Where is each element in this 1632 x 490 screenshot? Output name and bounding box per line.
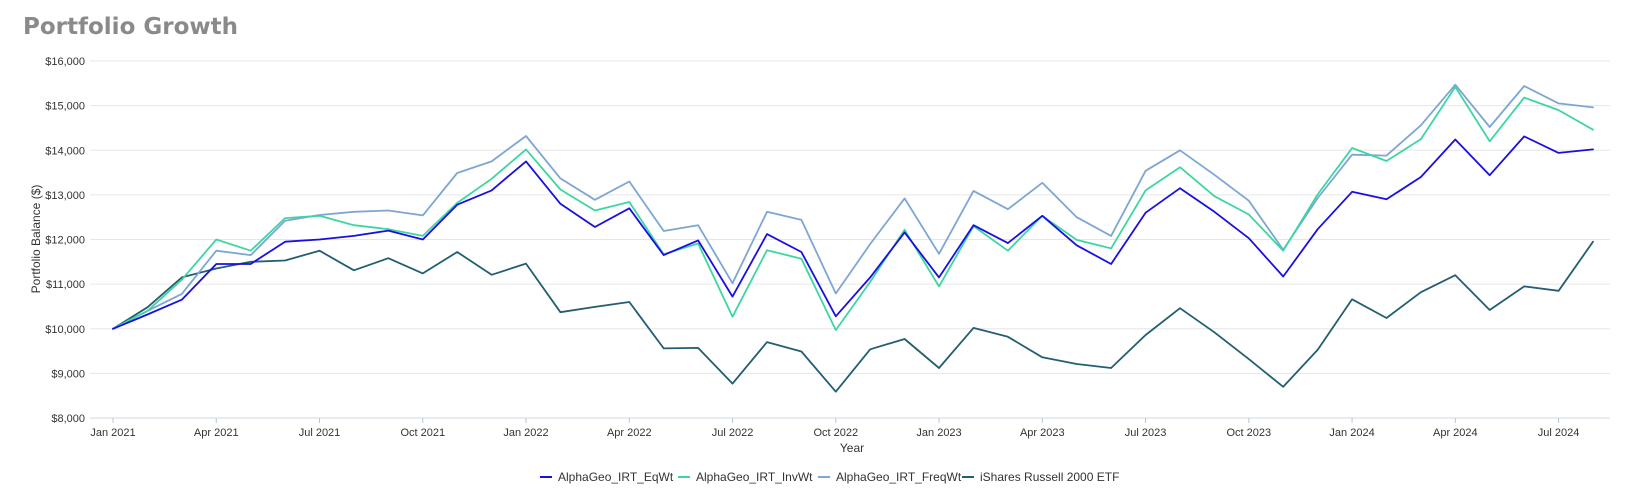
x-axis-title: Year bbox=[840, 441, 864, 455]
series-line-1 bbox=[112, 86, 1594, 332]
y-tick-label: $12,000 bbox=[45, 235, 85, 247]
legend-label: AlphaGeo_IRT_FreqWt bbox=[836, 470, 962, 484]
x-tick-label: Jan 2021 bbox=[90, 427, 135, 439]
x-tick-label: Oct 2023 bbox=[1226, 427, 1271, 439]
x-tick-label: Apr 2022 bbox=[607, 427, 652, 439]
y-tick-label: $10,000 bbox=[45, 324, 85, 336]
y-tick-label: $9,000 bbox=[51, 368, 85, 380]
x-tick-label: Oct 2022 bbox=[813, 427, 858, 439]
legend-label: AlphaGeo_IRT_InvWt bbox=[696, 470, 813, 484]
x-tick-label: Jul 2021 bbox=[299, 427, 341, 439]
legend-label: iShares Russell 2000 ETF bbox=[980, 470, 1119, 484]
y-tick-label: $16,000 bbox=[45, 56, 85, 68]
x-tick-label: Jan 2023 bbox=[916, 427, 961, 439]
series-lines bbox=[112, 83, 1594, 393]
series-line-2 bbox=[112, 83, 1594, 330]
x-tick-label: Apr 2021 bbox=[194, 427, 239, 439]
x-tick-label: Apr 2024 bbox=[1433, 427, 1478, 439]
y-tick-label: $8,000 bbox=[51, 413, 85, 425]
x-tick-label: Jan 2022 bbox=[503, 427, 548, 439]
y-axis: $8,000 $9,000 $10,000 $11,000 $12,000 $13,000… bbox=[45, 56, 85, 425]
x-tick-label: Jul 2022 bbox=[712, 427, 754, 439]
y-tick-label: $14,000 bbox=[45, 145, 85, 157]
legend: AlphaGeo_IRT_EqWt AlphaGeo_IRT_InvWt Alpha… bbox=[540, 470, 1119, 484]
chart-title: Portfolio Growth bbox=[23, 14, 239, 40]
x-tick-label: Oct 2021 bbox=[400, 427, 445, 439]
x-tick-label: Jan 2024 bbox=[1329, 427, 1374, 439]
x-tick-label: Jul 2024 bbox=[1538, 427, 1580, 439]
legend-label: AlphaGeo_IRT_EqWt bbox=[558, 470, 674, 484]
series-line-0 bbox=[112, 135, 1594, 330]
y-tick-label: $13,000 bbox=[45, 190, 85, 202]
y-tick-label: $11,000 bbox=[46, 279, 85, 291]
series-line-3 bbox=[112, 240, 1594, 393]
x-tick-label: Apr 2023 bbox=[1020, 427, 1065, 439]
x-axis: Jan 2021 Apr 2021 Jul 2021 Oct 2021 Jan 2022… bbox=[90, 418, 1579, 439]
x-tick-label: Jul 2023 bbox=[1125, 427, 1167, 439]
y-axis-title: Portfolio Balance ($) bbox=[29, 185, 43, 294]
y-tick-label: $15,000 bbox=[45, 101, 85, 113]
